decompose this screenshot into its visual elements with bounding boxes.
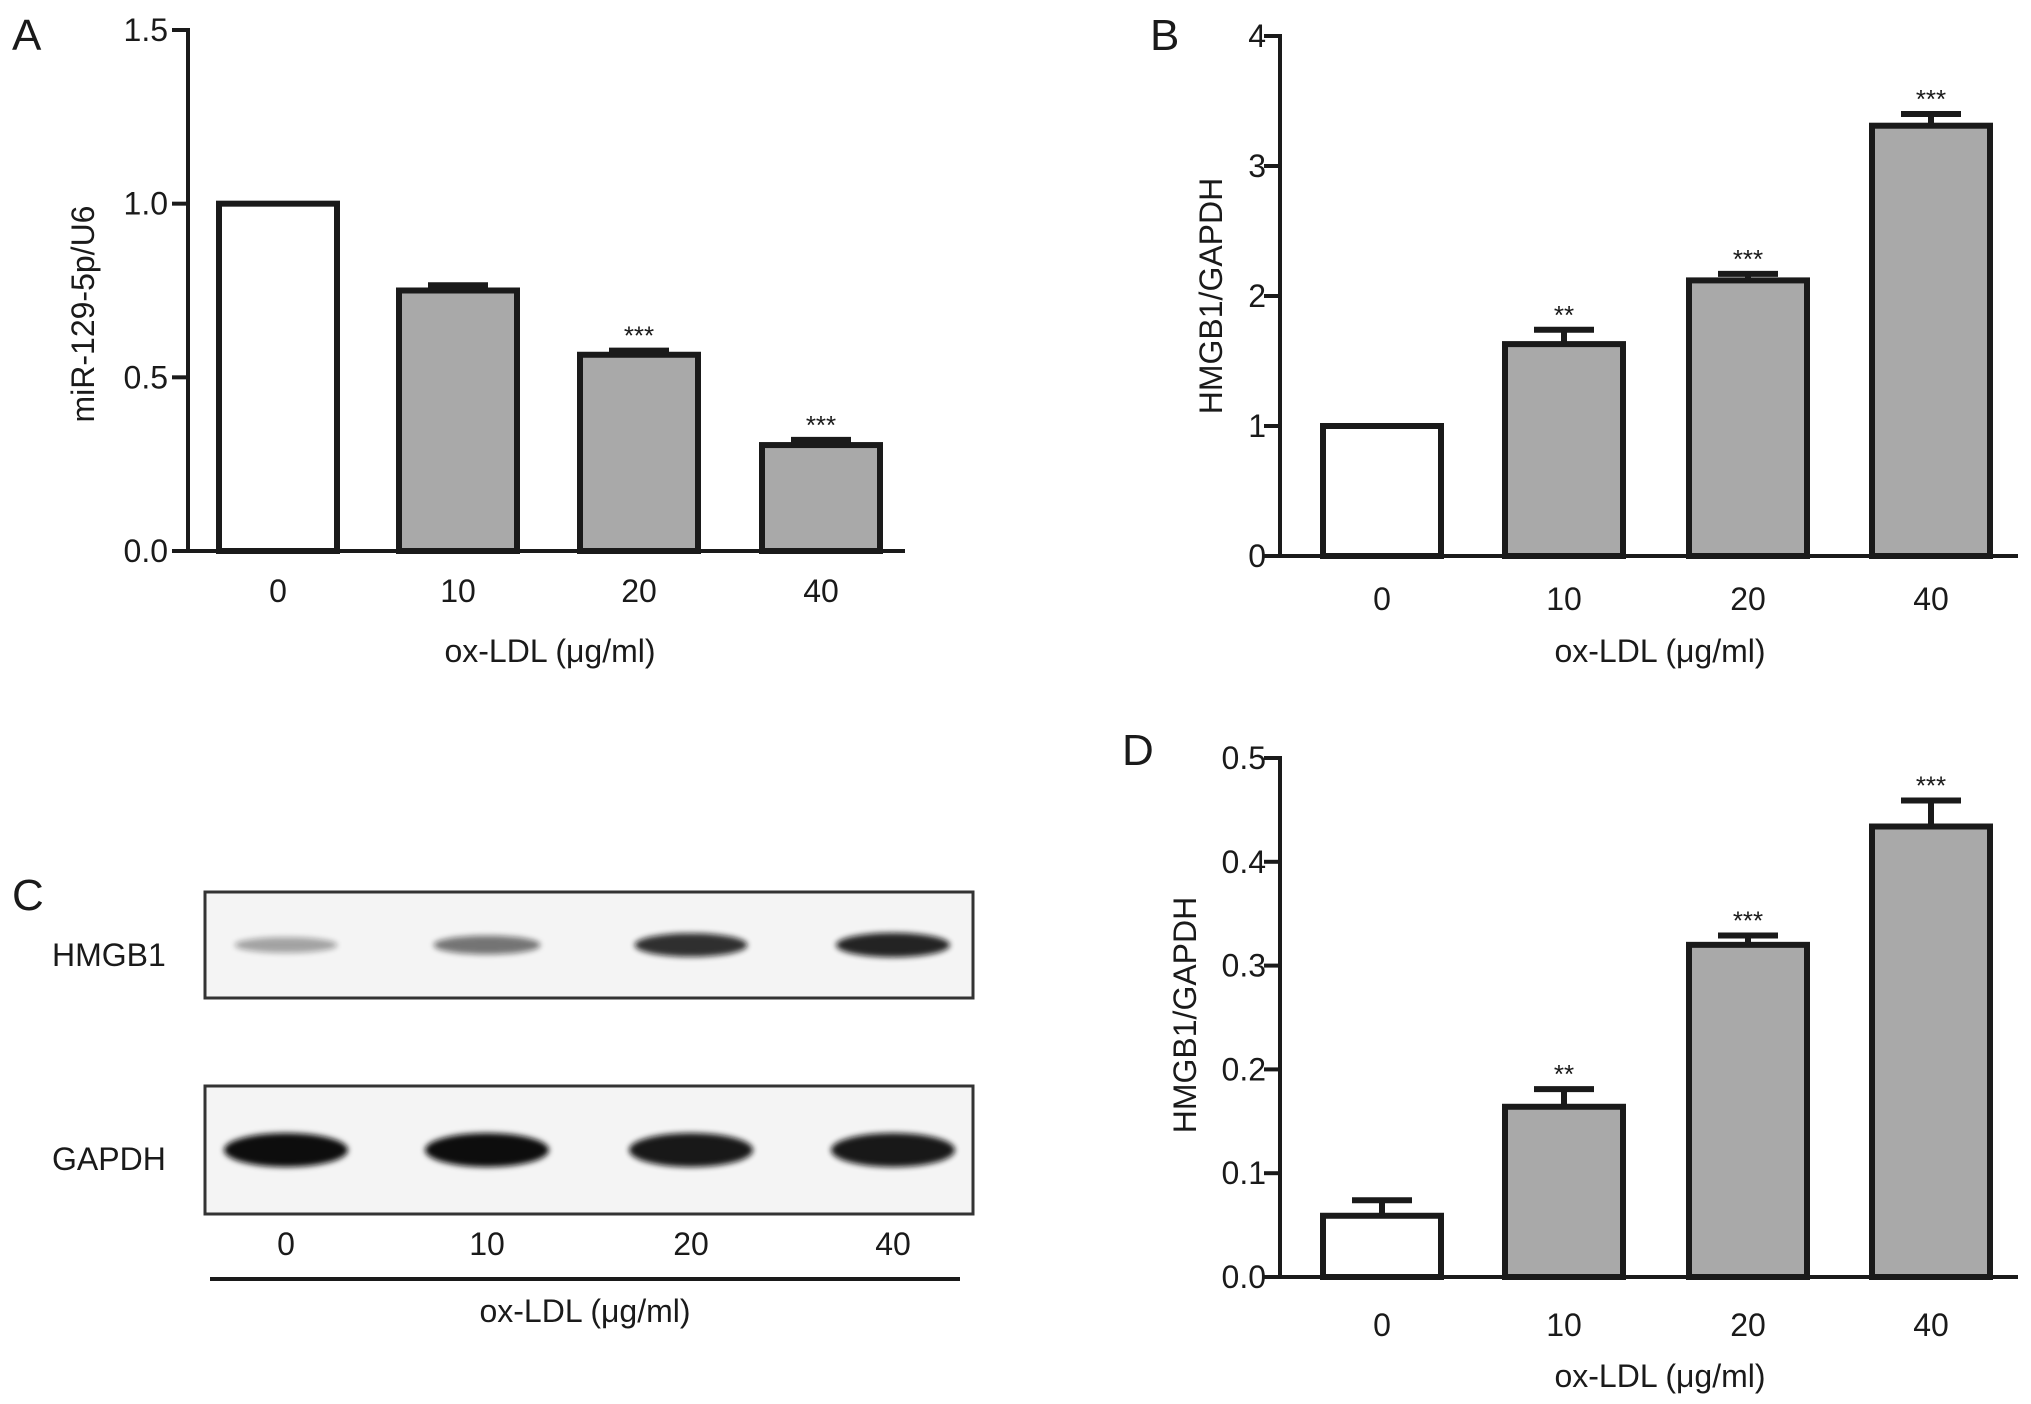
blot-band-gapdh-0 xyxy=(224,1133,348,1167)
chart-d-significance-label: ** xyxy=(1554,1059,1574,1089)
chart-d-bar-40 xyxy=(1869,823,1993,1280)
chart-d-y-tick-label: 0.3 xyxy=(1222,948,1266,984)
chart-d-category-label: 20 xyxy=(1730,1307,1766,1343)
chart-a-y-tick-label: 1.5 xyxy=(124,12,168,48)
chart-b-hmgb1-mrna: HMGB1/GAPDH ox-LDL (μg/ml) 012340**10***… xyxy=(1193,18,2018,669)
chart-b-bar-10 xyxy=(1502,341,1626,559)
chart-a-y-axis-label: miR-129-5p/U6 xyxy=(65,206,101,423)
chart-a-bar-10 xyxy=(396,287,520,554)
chart-d-bar-20 xyxy=(1686,941,1810,1281)
chart-b-y-tick-label: 3 xyxy=(1248,148,1266,184)
chart-b-bar-0 xyxy=(1320,423,1444,559)
chart-a-y-tick-label: 0.0 xyxy=(124,533,168,569)
chart-d-hmgb1-protein: HMGB1/GAPDH ox-LDL (μg/ml) 0.0 0.1 0.2 0.3 0… xyxy=(1167,740,2018,1394)
chart-d-y-tick-label: 0.2 xyxy=(1222,1051,1266,1087)
blot-row-label-hmgb1: HMGB1 xyxy=(52,937,166,973)
chart-d-bar-10 xyxy=(1502,1103,1626,1280)
blot-lane-label: 0 xyxy=(277,1226,295,1262)
chart-b-y-tick-label: 0 xyxy=(1248,538,1266,574)
chart-d-category-label: 40 xyxy=(1913,1307,1949,1343)
chart-a-y-tick-label: 0.5 xyxy=(124,359,168,395)
chart-b-category-label: 10 xyxy=(1546,581,1582,617)
chart-b-x-axis-label: ox-LDL (μg/ml) xyxy=(1554,633,1765,669)
chart-b-y-tick-label: 4 xyxy=(1248,18,1266,54)
chart-d-y-tick-label: 0.5 xyxy=(1222,740,1266,776)
chart-d-bar-0 xyxy=(1320,1212,1444,1281)
chart-b-bar-20 xyxy=(1686,277,1810,559)
chart-a-bar-0 xyxy=(216,200,340,555)
blot-band-hmgb1-0 xyxy=(234,937,338,953)
blot-band-gapdh-40 xyxy=(831,1133,955,1167)
chart-b-y-tick-label: 1 xyxy=(1248,408,1266,444)
chart-b-category-label: 40 xyxy=(1913,581,1949,617)
chart-a-category-label: 10 xyxy=(440,573,476,609)
blot-lane-label: 40 xyxy=(875,1226,911,1262)
blot-band-gapdh-10 xyxy=(425,1133,549,1167)
chart-d-significance-label: *** xyxy=(1733,905,1763,935)
panel-letter-c: C xyxy=(12,871,44,920)
chart-d-category-label: 0 xyxy=(1373,1307,1391,1343)
chart-d-x-axis-label: ox-LDL (μg/ml) xyxy=(1554,1358,1765,1394)
blot-band-hmgb1-20 xyxy=(634,933,748,957)
chart-d-y-tick-label: 0.0 xyxy=(1222,1259,1266,1295)
chart-a-miR-129-5p: miR-129-5p/U6 ox-LDL (μg/ml) 0.0 0.5 1.0 1.… xyxy=(65,12,905,669)
chart-d-y-axis-label: HMGB1/GAPDH xyxy=(1167,897,1203,1133)
chart-d-category-label: 10 xyxy=(1546,1307,1582,1343)
chart-a-bar-40 xyxy=(759,442,883,554)
chart-a-category-label: 0 xyxy=(269,573,287,609)
chart-a-significance-label: *** xyxy=(624,321,654,351)
chart-b-significance-label: *** xyxy=(1916,84,1946,114)
chart-b-y-tick-label: 2 xyxy=(1248,278,1266,314)
chart-a-y-tick-label: 1.0 xyxy=(124,186,168,222)
chart-b-category-label: 0 xyxy=(1373,581,1391,617)
chart-b-bar-40 xyxy=(1869,122,1993,559)
chart-a-significance-label: *** xyxy=(806,410,836,440)
blot-x-axis-label: ox-LDL (μg/ml) xyxy=(479,1293,690,1329)
panel-letter-d: D xyxy=(1122,726,1154,775)
chart-d-significance-label: *** xyxy=(1916,771,1946,801)
blot-lane-label: 10 xyxy=(469,1226,505,1262)
chart-a-category-label: 20 xyxy=(621,573,657,609)
blot-band-hmgb1-40 xyxy=(836,932,950,958)
blot-lane-label: 20 xyxy=(673,1226,709,1262)
blot-row-label-gapdh: GAPDH xyxy=(52,1141,166,1177)
chart-a-category-label: 40 xyxy=(803,573,839,609)
chart-b-significance-label: ** xyxy=(1554,300,1574,330)
panel-letter-b: B xyxy=(1150,11,1179,60)
western-blot-panel: HMGB1 GAPDH ox-LDL (μg/ml) 0 10 20 40 xyxy=(52,890,975,1329)
chart-a-bar-20 xyxy=(577,351,701,554)
blot-band-gapdh-20 xyxy=(629,1133,753,1167)
blot-band-hmgb1-10 xyxy=(433,935,541,955)
chart-a-x-axis-label: ox-LDL (μg/ml) xyxy=(444,633,655,669)
chart-b-significance-label: *** xyxy=(1733,244,1763,274)
chart-d-y-tick-label: 0.1 xyxy=(1222,1155,1266,1191)
chart-d-y-tick-label: 0.4 xyxy=(1222,844,1266,880)
chart-b-category-label: 20 xyxy=(1730,581,1766,617)
panel-letter-a: A xyxy=(12,11,42,60)
chart-b-y-axis-label: HMGB1/GAPDH xyxy=(1193,178,1229,414)
